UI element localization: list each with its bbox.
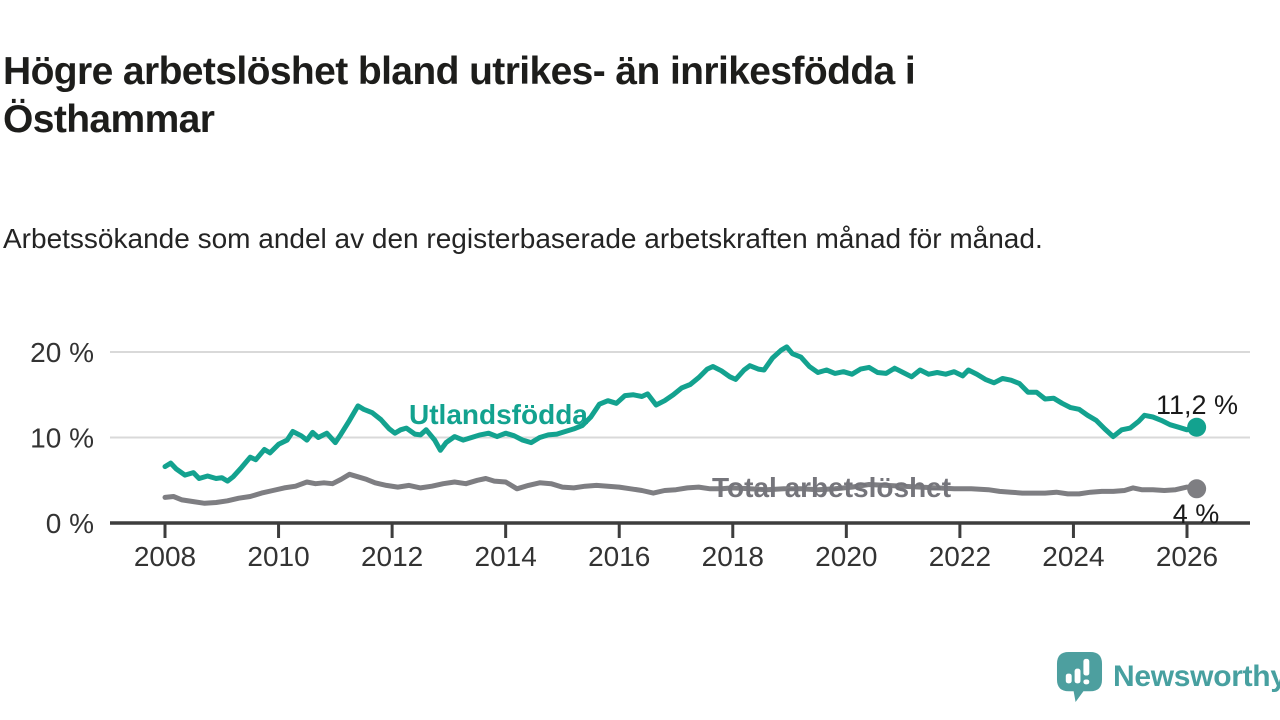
end-value-label-utlandsfodda: 11,2 % [1155,390,1239,420]
gridlines [110,351,1250,439]
x-axis [110,521,1250,538]
x-tick-label: 2018 [702,541,764,572]
end-dot-total-arbetsl-shet [1187,479,1207,499]
newsworthy-logo[interactable]: Newsworthy [1056,651,1280,703]
x-tick-label: 2008 [134,541,196,572]
x-tick-label: 2010 [247,541,309,572]
y-tick-label: 10 % [30,423,94,454]
series-lines [162,344,1200,506]
line-utlandsf-dda [162,344,1200,484]
newsworthy-wordmark: Newsworthy [1113,660,1280,693]
page-title: Högre arbetslöshet bland utrikes- än inr… [3,50,916,141]
x-tick-label: 2016 [588,541,650,572]
end-dot-utlandsf-dda [1187,417,1207,437]
x-tick-label: 2022 [929,541,991,572]
x-tick-label: 2024 [1042,541,1104,572]
x-tick-label: 2014 [475,541,537,572]
end-value-label-total: 4 % [1172,499,1220,529]
x-tick-label: 2026 [1156,541,1218,572]
x-tick-label: 2012 [361,541,423,572]
y-axis-labels: 0 % 10 % 20 % [30,337,94,539]
page-subtitle: Arbetssökande som andel av den registerb… [3,223,1043,254]
series-end-dots [1187,417,1207,499]
line-total-arbetsl-shet [162,471,1200,506]
series-label-utlandsfodda: Utlandsfödda [409,399,588,430]
x-tick-label: 2020 [815,541,877,572]
newsworthy-logo-icon [1056,652,1103,702]
y-tick-label: 0 % [46,508,94,539]
x-axis-labels: 2008 2010 2012 2014 2016 2018 2020 2022 2024 2026 [134,541,1218,572]
y-tick-label: 20 % [30,337,94,368]
series-label-total-arbetsloshet: Total arbetslöshet [712,472,952,503]
